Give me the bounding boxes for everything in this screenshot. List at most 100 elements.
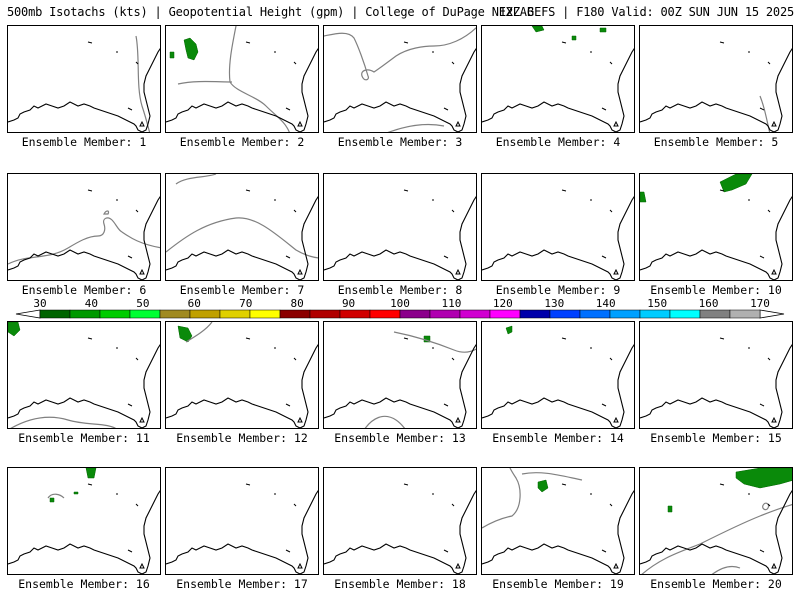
panel-map: [482, 26, 634, 132]
coastline-detail: [561, 189, 619, 275]
panel-map: [324, 483, 476, 574]
colorbar-min-arrow: [15, 309, 41, 319]
coastline-detail: [245, 189, 303, 275]
colorbar-swatch: [399, 309, 431, 319]
height-contour: [47, 493, 65, 499]
ensemble-panel-16: [7, 467, 161, 575]
ensemble-member-label: Ensemble Member: 3: [337, 135, 463, 149]
coastline-detail: [403, 41, 461, 127]
colorbar-max-arrow: [759, 309, 785, 319]
ensemble-member-label: Ensemble Member: 17: [176, 577, 308, 591]
coastline-detail: [719, 41, 777, 127]
coastline: [8, 344, 160, 428]
height-contour: [364, 415, 406, 428]
coastline: [8, 48, 160, 132]
panel-map: [640, 337, 792, 428]
ensemble-panel-6: [7, 173, 161, 281]
coastline-detail: [561, 337, 619, 423]
coastline: [482, 490, 634, 574]
colorbar-tick-label: 140: [596, 297, 616, 310]
panel-map: [166, 26, 318, 132]
ensemble-panel-18: [323, 467, 477, 575]
panel-map: [640, 174, 792, 280]
colorbar-swatch: [99, 309, 131, 319]
ensemble-panel-1: [7, 25, 161, 133]
ensemble-member-label: Ensemble Member: 14: [492, 431, 624, 445]
colorbar-swatch: [429, 309, 461, 319]
colorbar-swatch: [369, 309, 401, 319]
colorbar-swatch: [549, 309, 581, 319]
ensemble-member-label: Ensemble Member: 10: [650, 283, 782, 297]
colorbar-swatch: [459, 309, 491, 319]
ensemble-member-label: Ensemble Member: 18: [334, 577, 466, 591]
wind-blob: [571, 35, 577, 41]
colorbar-swatch: [129, 309, 161, 319]
panel-map: [324, 189, 476, 280]
coastline: [324, 344, 476, 428]
coastline-detail: [87, 337, 145, 423]
height-contour: [103, 210, 110, 215]
height-contour: [8, 217, 160, 265]
wind-blob: [599, 27, 607, 33]
coastline: [8, 196, 160, 280]
ensemble-member-label: Ensemble Member: 20: [650, 577, 782, 591]
height-contour: [324, 27, 476, 81]
coastline-detail: [719, 189, 777, 275]
height-contour: [482, 468, 521, 529]
ensemble-member-label: Ensemble Member: 6: [21, 283, 147, 297]
colorbar-swatch: [219, 309, 251, 319]
ensemble-member-label: Ensemble Member: 12: [176, 431, 308, 445]
height-contour: [177, 80, 233, 85]
ensemble-member-label: Ensemble Member: 13: [334, 431, 466, 445]
ensemble-panel-10: [639, 173, 793, 281]
wind-blob: [8, 322, 21, 337]
panel-map: [640, 41, 792, 132]
ensemble-panel-15: [639, 321, 793, 429]
colorbar-tick-label: 80: [291, 297, 304, 310]
colorbar-tick-label: 60: [188, 297, 201, 310]
coastline-detail: [403, 189, 461, 275]
ensemble-member-label: Ensemble Member: 9: [495, 283, 621, 297]
wind-blob: [640, 191, 647, 203]
ensemble-member-label: Ensemble Member: 8: [337, 283, 463, 297]
header-valid-time: 12Z GEFS | F180 Valid: 00Z SUN JUN 15 20…: [498, 5, 794, 19]
colorbar-swatch: [279, 309, 311, 319]
colorbar-swatch: [579, 309, 611, 319]
colorbar-tick-label: 110: [441, 297, 461, 310]
coastline-detail: [87, 41, 145, 127]
colorbar-swatch: [699, 309, 731, 319]
panel-map: [8, 322, 160, 428]
height-contour: [228, 26, 290, 132]
colorbar-tick-label: 30: [33, 297, 46, 310]
height-contour: [10, 416, 116, 428]
wind-blob: [531, 26, 545, 33]
coastline: [640, 196, 792, 280]
panel-map: [8, 35, 160, 132]
colorbar-swatch: [489, 309, 521, 319]
panel-map: [166, 322, 318, 428]
colorbar-tick-label: 70: [239, 297, 252, 310]
coastline-detail: [245, 41, 303, 127]
wind-blob: [505, 325, 513, 335]
wind-blob: [735, 468, 792, 489]
panel-map: [166, 483, 318, 574]
colorbar-tick-label: 150: [647, 297, 667, 310]
ensemble-panel-17: [165, 467, 319, 575]
colorbar-swatch: [69, 309, 101, 319]
height-contour: [135, 35, 151, 132]
coastline-detail: [561, 41, 619, 127]
isotach-colorbar: 30 40 50 60 70 80 90 100 110 120 130 140 150 160 170: [0, 296, 800, 320]
ensemble-member-label: Ensemble Member: 11: [18, 431, 150, 445]
colorbar-swatch: [639, 309, 671, 319]
colorbar-tick-label: 120: [493, 297, 513, 310]
coastline: [640, 48, 792, 132]
ensemble-member-label: Ensemble Member: 19: [492, 577, 624, 591]
ensemble-member-label: Ensemble Member: 16: [18, 577, 150, 591]
colorbar-swatch: [39, 309, 71, 319]
colorbar-tick-label: 130: [544, 297, 564, 310]
colorbar-tick-label: 100: [390, 297, 410, 310]
colorbar-swatch: [159, 309, 191, 319]
coastline-detail: [87, 483, 145, 569]
coastline: [482, 48, 634, 132]
ensemble-member-label: Ensemble Member: 1: [21, 135, 147, 149]
